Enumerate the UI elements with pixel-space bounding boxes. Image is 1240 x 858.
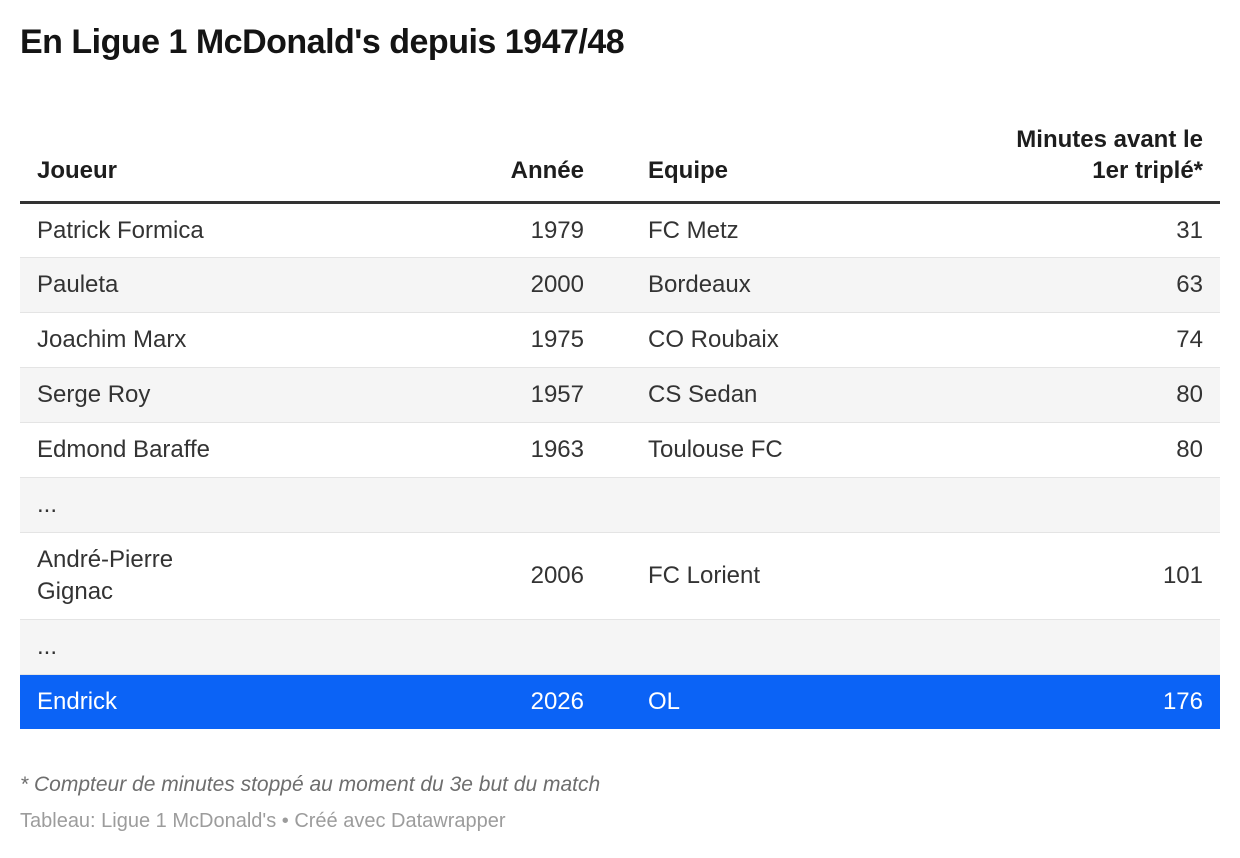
table-row-highlight: Endrick 2026 OL 176	[20, 674, 1220, 729]
cell-minutes	[921, 619, 1220, 674]
cell-joueur: Patrick Formica	[37, 216, 204, 244]
table-row: Pauleta 2000 Bordeaux 63	[20, 257, 1220, 313]
cell-annee: 1963	[530, 436, 584, 464]
cell-annee: 1979	[530, 216, 584, 244]
cell-joueur: Pauleta	[37, 271, 119, 299]
cell-equipe: FC Metz	[648, 216, 739, 244]
cell-joueur: ...	[37, 491, 58, 519]
cell-minutes: 80	[1176, 436, 1203, 464]
cell-equipe	[601, 478, 921, 533]
column-header-joueur: Joueur	[37, 157, 118, 185]
table-row: Serge Roy 1957 CS Sedan 80	[20, 367, 1220, 423]
cell-annee: 2026	[530, 687, 584, 715]
column-header-annee: Année	[510, 157, 584, 185]
cell-minutes: 63	[1176, 271, 1203, 299]
table-row: André-Pierre Gignac 2006 FC Lorient 101	[20, 532, 1220, 620]
cell-joueur: Edmond Baraffe	[37, 436, 211, 464]
table-row: Patrick Formica 1979 FC Metz 31	[20, 202, 1220, 258]
cell-joueur: Endrick	[37, 687, 118, 715]
column-header-minutes: Minutes avant le 1er triplé*	[1016, 126, 1203, 185]
cell-equipe: CO Roubaix	[648, 326, 779, 354]
cell-annee: 2000	[530, 271, 584, 299]
cell-equipe: FC Lorient	[648, 561, 761, 589]
cell-equipe: OL	[648, 687, 681, 715]
cell-equipe: CS Sedan	[648, 381, 758, 409]
cell-minutes: 74	[1176, 326, 1203, 354]
cell-annee: 1957	[530, 381, 584, 409]
cell-annee: 2006	[530, 561, 584, 589]
cell-minutes: 101	[1162, 561, 1203, 589]
table-row: Joachim Marx 1975 CO Roubaix 74	[20, 312, 1220, 368]
column-header-equipe: Equipe	[648, 157, 729, 185]
table-header: Joueur Année Equipe Minutes avant le 1er…	[20, 124, 1220, 203]
cell-joueur: Joachim Marx	[37, 326, 187, 354]
cell-minutes: 31	[1176, 216, 1203, 244]
cell-equipe: Toulouse FC	[648, 436, 783, 464]
table-row-ellipsis: ...	[20, 619, 1220, 675]
data-table: Joueur Année Equipe Minutes avant le 1er…	[20, 124, 1220, 729]
attribution: Tableau: Ligue 1 McDonald's • Créé avec …	[20, 809, 506, 832]
table-row-ellipsis: ...	[20, 477, 1220, 533]
cell-joueur: ...	[37, 632, 58, 660]
cell-annee	[446, 478, 601, 533]
cell-minutes: 176	[1162, 687, 1203, 715]
cell-minutes: 80	[1176, 381, 1203, 409]
cell-annee	[446, 619, 601, 674]
cell-joueur: André-Pierre Gignac	[37, 546, 174, 605]
cell-equipe	[601, 619, 921, 674]
cell-annee: 1975	[530, 326, 584, 354]
cell-minutes	[921, 478, 1220, 533]
table-row: Edmond Baraffe 1963 Toulouse FC 80	[20, 422, 1220, 478]
page-title: En Ligue 1 McDonald's depuis 1947/48	[20, 23, 625, 61]
header-row: Joueur Année Equipe Minutes avant le 1er…	[20, 124, 1220, 203]
cell-equipe: Bordeaux	[648, 271, 751, 299]
table-body: Patrick Formica 1979 FC Metz 31 Pauleta …	[20, 202, 1220, 729]
cell-joueur: Serge Roy	[37, 381, 151, 409]
footnote: * Compteur de minutes stoppé au moment d…	[20, 772, 601, 796]
